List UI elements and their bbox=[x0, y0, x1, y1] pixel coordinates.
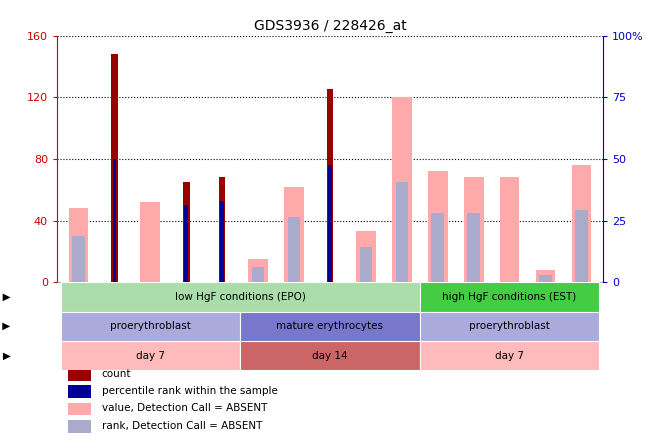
Text: high HgF conditions (EST): high HgF conditions (EST) bbox=[442, 292, 577, 302]
Text: mature erythrocytes: mature erythrocytes bbox=[277, 321, 383, 331]
Text: growth protocol ▶: growth protocol ▶ bbox=[0, 292, 11, 302]
Text: day 14: day 14 bbox=[312, 350, 348, 361]
Bar bbox=[420, 282, 600, 312]
Bar bbox=[184, 205, 188, 282]
Bar bbox=[113, 159, 116, 282]
Bar bbox=[420, 312, 600, 341]
Text: low HgF conditions (EPO): low HgF conditions (EPO) bbox=[175, 292, 306, 302]
Text: development stage ▶: development stage ▶ bbox=[0, 321, 11, 331]
Bar bbox=[249, 259, 268, 282]
Bar bbox=[539, 274, 552, 282]
Text: proerythroblast: proerythroblast bbox=[110, 321, 191, 331]
Bar bbox=[392, 97, 411, 282]
Bar bbox=[68, 208, 88, 282]
Bar bbox=[468, 213, 480, 282]
Bar bbox=[68, 385, 91, 398]
Bar bbox=[572, 165, 592, 282]
Bar bbox=[68, 403, 91, 415]
Bar bbox=[60, 282, 420, 312]
Bar bbox=[141, 202, 160, 282]
Text: percentile rank within the sample: percentile rank within the sample bbox=[102, 386, 277, 396]
Text: day 7: day 7 bbox=[136, 350, 165, 361]
Bar bbox=[575, 210, 588, 282]
Bar bbox=[420, 341, 600, 370]
Text: count: count bbox=[102, 369, 131, 379]
Bar bbox=[327, 90, 333, 282]
Bar bbox=[60, 312, 240, 341]
Bar bbox=[183, 182, 190, 282]
Text: day 7: day 7 bbox=[495, 350, 524, 361]
Title: GDS3936 / 228426_at: GDS3936 / 228426_at bbox=[254, 19, 406, 33]
Bar bbox=[219, 178, 225, 282]
Bar bbox=[240, 341, 420, 370]
Bar bbox=[464, 178, 484, 282]
Bar bbox=[240, 312, 420, 341]
Bar bbox=[68, 420, 91, 432]
Bar bbox=[500, 178, 519, 282]
Bar bbox=[60, 341, 240, 370]
Bar bbox=[431, 213, 444, 282]
Bar bbox=[356, 231, 376, 282]
Bar bbox=[220, 201, 224, 282]
Bar bbox=[287, 218, 300, 282]
Bar bbox=[252, 267, 265, 282]
Text: proerythroblast: proerythroblast bbox=[469, 321, 550, 331]
Text: time ▶: time ▶ bbox=[0, 350, 11, 361]
Bar bbox=[72, 236, 85, 282]
Bar bbox=[328, 165, 332, 282]
Bar bbox=[428, 171, 448, 282]
Bar bbox=[111, 54, 118, 282]
Text: rank, Detection Call = ABSENT: rank, Detection Call = ABSENT bbox=[102, 420, 262, 431]
Bar bbox=[360, 247, 373, 282]
Bar bbox=[284, 186, 304, 282]
Bar bbox=[68, 368, 91, 381]
Text: value, Detection Call = ABSENT: value, Detection Call = ABSENT bbox=[102, 403, 267, 413]
Bar bbox=[395, 182, 408, 282]
Bar bbox=[535, 270, 555, 282]
